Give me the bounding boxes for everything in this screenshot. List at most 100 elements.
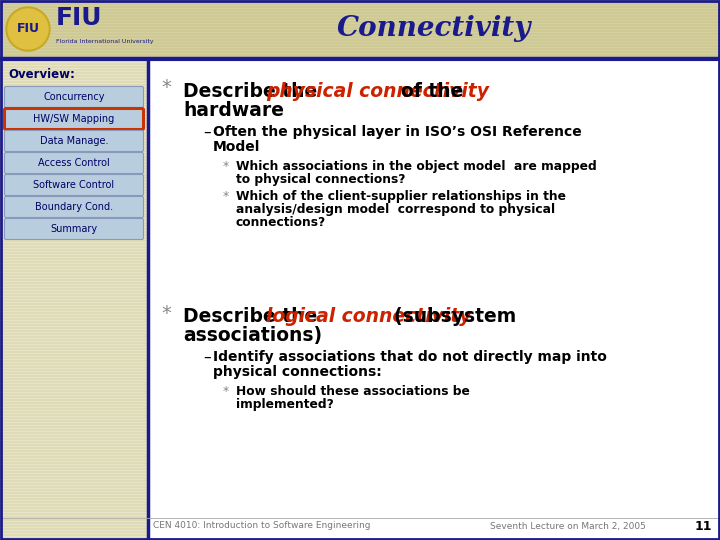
Bar [0, 84, 148, 85]
Bar [0, 0, 720, 2]
Bar [0, 315, 148, 316]
Bar [0, 294, 148, 295]
Bar [0, 528, 148, 530]
Bar [0, 420, 148, 422]
Bar [0, 369, 148, 370]
Text: FIU: FIU [17, 23, 40, 36]
Bar [0, 240, 148, 241]
Bar [0, 222, 148, 224]
Bar [0, 474, 148, 476]
Bar [0, 312, 148, 314]
Bar [0, 411, 148, 413]
Bar [0, 63, 148, 64]
Text: Model: Model [213, 140, 261, 154]
Bar [0, 165, 148, 166]
Text: FIU: FIU [56, 6, 102, 30]
Text: *: * [223, 160, 229, 173]
Bar [0, 390, 148, 392]
Bar [0, 333, 148, 334]
Bar [0, 18, 720, 19]
Bar [0, 327, 148, 328]
Text: physical connections:: physical connections: [213, 365, 382, 379]
Bar [0, 150, 148, 152]
Bar [0, 234, 148, 235]
Text: implemented?: implemented? [236, 398, 334, 411]
Bar [0, 288, 148, 289]
Text: hardware: hardware [183, 101, 284, 120]
Bar [0, 126, 148, 127]
Bar [0, 399, 148, 401]
Bar [0, 75, 148, 77]
Bar [0, 429, 148, 430]
Text: Data Manage.: Data Manage. [40, 136, 108, 146]
Text: Concurrency: Concurrency [43, 92, 104, 102]
Bar [0, 468, 148, 469]
Text: *: * [223, 190, 229, 203]
Bar [0, 171, 148, 172]
Bar [0, 363, 148, 364]
Bar [0, 519, 148, 521]
Bar [0, 255, 148, 256]
Bar [0, 306, 148, 307]
Bar [0, 522, 148, 523]
Bar [0, 351, 148, 353]
Bar [0, 339, 148, 341]
Bar [0, 267, 148, 268]
Bar [0, 357, 148, 359]
Bar [0, 360, 148, 361]
Bar [0, 432, 148, 434]
Bar [0, 144, 148, 145]
Text: HW/SW Mapping: HW/SW Mapping [33, 114, 114, 124]
Bar [0, 366, 148, 368]
Bar [0, 225, 148, 226]
FancyBboxPatch shape [4, 131, 143, 152]
Bar [0, 393, 148, 395]
Bar [0, 87, 148, 89]
Bar [0, 6, 720, 8]
Bar [0, 264, 148, 266]
Bar [0, 372, 148, 374]
Bar [0, 162, 148, 164]
Bar [0, 81, 148, 83]
Bar [0, 483, 148, 484]
Text: 11: 11 [695, 519, 712, 532]
Bar [0, 378, 148, 380]
Text: Overview:: Overview: [8, 68, 75, 80]
Bar [0, 189, 148, 191]
FancyBboxPatch shape [4, 219, 143, 240]
Bar [0, 201, 148, 202]
Text: CEN 4010: Introduction to Software Engineering: CEN 4010: Introduction to Software Engin… [153, 522, 371, 530]
Circle shape [8, 9, 48, 49]
Bar [0, 534, 148, 536]
Bar [0, 396, 148, 397]
FancyBboxPatch shape [4, 197, 143, 218]
Bar [0, 336, 148, 338]
Bar [0, 270, 148, 272]
Text: associations): associations) [183, 326, 322, 345]
Bar [0, 321, 148, 322]
Bar [0, 438, 148, 440]
Bar [0, 90, 148, 91]
Bar [0, 246, 148, 247]
Bar [0, 375, 148, 376]
Bar [0, 231, 148, 233]
Text: Describe the: Describe the [183, 82, 324, 101]
Bar [0, 495, 148, 496]
Text: (subsystem: (subsystem [381, 307, 516, 326]
Bar [0, 303, 148, 305]
Bar [0, 54, 720, 56]
Bar [0, 348, 148, 349]
Bar [0, 501, 148, 503]
Bar [0, 117, 148, 118]
Bar [0, 453, 148, 455]
Bar [0, 498, 148, 500]
Bar [0, 435, 148, 436]
Bar [0, 51, 720, 52]
Bar [0, 387, 148, 388]
Bar [0, 447, 148, 449]
Bar [0, 516, 148, 517]
Text: *: * [223, 385, 229, 398]
Bar [0, 39, 720, 40]
Text: Identify associations that do not directly map into: Identify associations that do not direct… [213, 350, 607, 364]
Bar [0, 381, 148, 382]
